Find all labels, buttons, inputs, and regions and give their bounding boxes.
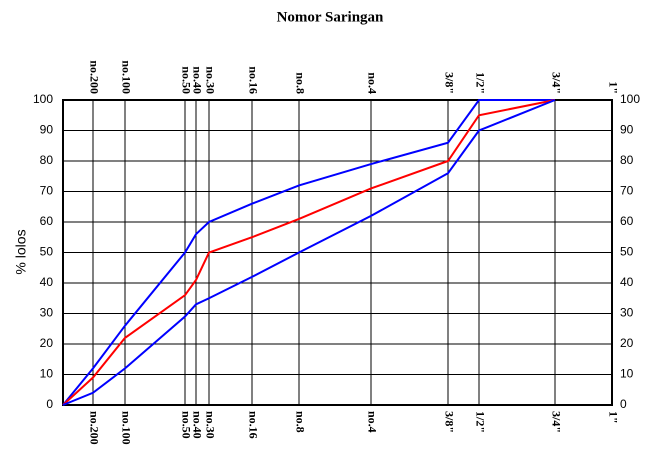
y2-tick-label: 10 xyxy=(620,367,634,381)
x-tick-label-top: no.8 xyxy=(293,72,307,94)
y-tick-label: 80 xyxy=(40,153,54,167)
x-tick-label: no.8 xyxy=(293,411,307,433)
y2-tick-label: 70 xyxy=(620,184,634,198)
plot-frame xyxy=(62,99,613,406)
y2-tick-label: 80 xyxy=(620,153,634,167)
series-line xyxy=(62,99,556,406)
y-tick-label: 20 xyxy=(40,336,54,350)
y-tick-label: 30 xyxy=(40,306,54,320)
x-tick-label-top: no.100 xyxy=(119,60,133,94)
x-tick-label: 1/2" xyxy=(473,411,487,433)
x-tick-label-top: no.16 xyxy=(246,66,260,94)
y2-tick-label: 40 xyxy=(620,275,634,289)
x-tick-label-top: 1" xyxy=(606,81,620,94)
x-tick-label: no.50 xyxy=(179,411,193,439)
y-axis-label: % lolos xyxy=(13,229,29,274)
y2-tick-label: 50 xyxy=(620,245,634,259)
y-tick-label: 100 xyxy=(33,92,53,106)
x-tick-label-top: 1/2" xyxy=(473,72,487,94)
x-tick-label-top: 3/8" xyxy=(442,72,456,94)
x-tick-label: no.4 xyxy=(365,411,379,433)
x-tick-label: no.30 xyxy=(203,411,217,439)
x-tick-label: 3/8" xyxy=(442,411,456,433)
x-tick-label-top: no.4 xyxy=(365,72,379,94)
y-tick-label: 60 xyxy=(40,214,54,228)
x-tick-label: no.100 xyxy=(119,411,133,445)
y2-tick-label: 20 xyxy=(620,336,634,350)
x-tick-label: no.16 xyxy=(246,411,260,439)
y2-tick-label: 60 xyxy=(620,214,634,228)
series-line xyxy=(62,99,555,406)
x-tick-label: 1" xyxy=(606,411,620,424)
x-tick-label-top: no.40 xyxy=(190,66,204,94)
y2-tick-label: 90 xyxy=(620,123,634,137)
x-tick-label-top: no.200 xyxy=(87,60,101,94)
y-tick-label: 70 xyxy=(40,184,54,198)
y-tick-label: 10 xyxy=(40,367,54,381)
y2-tick-label: 0 xyxy=(620,397,627,411)
y-tick-label: 50 xyxy=(40,245,54,259)
y2-tick-label: 100 xyxy=(620,92,640,106)
series-line xyxy=(62,99,556,406)
x-tick-label: no.40 xyxy=(190,411,204,439)
y-tick-label: 0 xyxy=(46,397,53,411)
chart-title: Nomor Saringan xyxy=(277,9,384,25)
x-tick-label-top: 3/4" xyxy=(549,72,563,94)
x-tick-label: no.200 xyxy=(87,411,101,445)
x-tick-label: 3/4" xyxy=(549,411,563,433)
y-tick-label: 40 xyxy=(40,275,54,289)
x-tick-label-top: no.50 xyxy=(179,66,193,94)
y-tick-label: 90 xyxy=(40,123,54,137)
x-tick-label-top: no.30 xyxy=(203,66,217,94)
y2-tick-label: 30 xyxy=(620,306,634,320)
